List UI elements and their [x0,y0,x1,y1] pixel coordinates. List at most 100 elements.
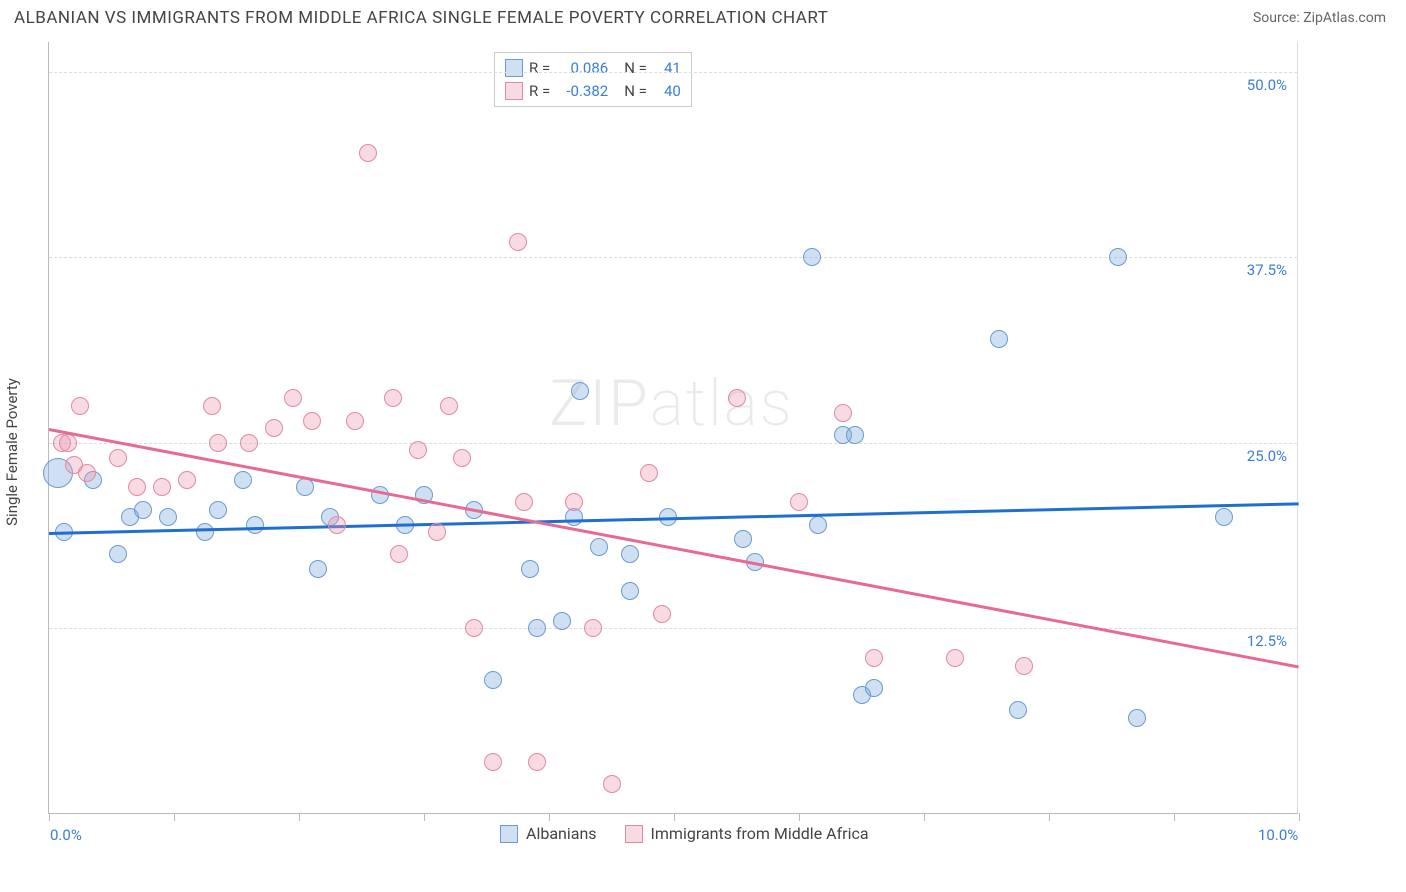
scatter-point [803,248,821,266]
scatter-point [428,523,446,541]
scatter-point [865,649,883,667]
scatter-point [1109,248,1127,266]
scatter-point [303,412,321,430]
scatter-point [153,478,171,496]
scatter-point [621,582,639,600]
scatter-point [484,671,502,689]
scatter-point [621,545,639,563]
scatter-point [521,560,539,578]
stat-n-value: 40 [653,80,681,103]
legend-swatch [505,59,523,77]
scatter-point [640,464,658,482]
legend-swatch [500,825,518,843]
scatter-point [240,434,258,452]
stat-r-label: R = [529,57,550,80]
scatter-point [865,679,883,697]
scatter-point [265,419,283,437]
trend-line [49,428,1299,668]
scatter-point [390,545,408,563]
scatter-point [384,389,402,407]
scatter-point [328,516,346,534]
stat-r-label: R = [529,80,550,103]
scatter-point [196,523,214,541]
x-tick-mark [1049,813,1050,821]
gridline [49,72,1297,73]
scatter-point [790,493,808,511]
x-tick-mark [924,813,925,821]
scatter-point [484,753,502,771]
y-tick-label: 12.5% [1247,632,1287,650]
stat-r-value: -0.382 [556,80,608,103]
stat-n-value: 41 [653,57,681,80]
scatter-point [159,508,177,526]
stat-n-label: N = [624,80,647,103]
stat-n-label: N = [624,57,647,80]
scatter-point [109,545,127,563]
scatter-point [246,516,264,534]
scatter-point [509,233,527,251]
legend-swatch [505,82,523,100]
scatter-point [990,330,1008,348]
scatter-point [134,501,152,519]
y-tick-label: 25.0% [1247,447,1287,465]
scatter-point [440,397,458,415]
scatter-point [128,478,146,496]
stats-row: R = -0.382 N = 40 [505,80,681,103]
x-tick-mark [799,813,800,821]
x-tick-mark [174,813,175,821]
scatter-point [1215,508,1233,526]
scatter-point [946,649,964,667]
trend-line [49,502,1299,534]
plot-area: ZIPatlas R = 0.086N = 41R = -0.382N = 40… [48,42,1298,814]
scatter-point [109,449,127,467]
gridline [49,443,1297,444]
y-axis-label: Single Female Poverty [3,378,21,526]
scatter-point [603,775,621,793]
x-tick-mark [299,813,300,821]
scatter-point [309,560,327,578]
legend-swatch [625,825,643,843]
scatter-point [209,434,227,452]
scatter-point [1128,709,1146,727]
scatter-point [584,619,602,637]
scatter-point [78,464,96,482]
scatter-point [1015,657,1033,675]
scatter-point [234,471,252,489]
scatter-point [571,382,589,400]
x-tick-mark [1299,813,1300,821]
chart-header: ALBANIAN VS IMMIGRANTS FROM MIDDLE AFRIC… [0,0,1406,32]
scatter-point [653,605,671,623]
legend-item: Immigrants from Middle Africa [625,824,869,843]
x-tick-label: 10.0% [1258,826,1298,844]
scatter-point [296,478,314,496]
chart-container: Single Female Poverty ZIPatlas R = 0.086… [0,32,1406,872]
stats-legend: R = 0.086N = 41R = -0.382 N = 40 [494,52,692,107]
x-tick-label: 0.0% [50,826,82,844]
scatter-point [284,389,302,407]
scatter-point [728,389,746,407]
scatter-point [734,530,752,548]
x-tick-mark [1174,813,1175,821]
scatter-point [59,434,77,452]
scatter-point [846,426,864,444]
scatter-point [359,144,377,162]
series-legend: AlbaniansImmigrants from Middle Africa [500,824,869,843]
scatter-point [528,753,546,771]
scatter-point [453,449,471,467]
chart-title: ALBANIAN VS IMMIGRANTS FROM MIDDLE AFRIC… [14,8,828,28]
x-tick-mark [674,813,675,821]
scatter-point [346,412,364,430]
x-tick-mark [424,813,425,821]
scatter-point [809,516,827,534]
scatter-point [409,441,427,459]
chart-source: Source: ZipAtlas.com [1253,10,1386,26]
stats-row: R = 0.086N = 41 [505,57,681,80]
x-tick-mark [49,813,50,821]
scatter-point [565,493,583,511]
scatter-point [178,471,196,489]
scatter-point [528,619,546,637]
scatter-point [515,493,533,511]
scatter-point [1009,701,1027,719]
scatter-point [209,501,227,519]
scatter-point [590,538,608,556]
